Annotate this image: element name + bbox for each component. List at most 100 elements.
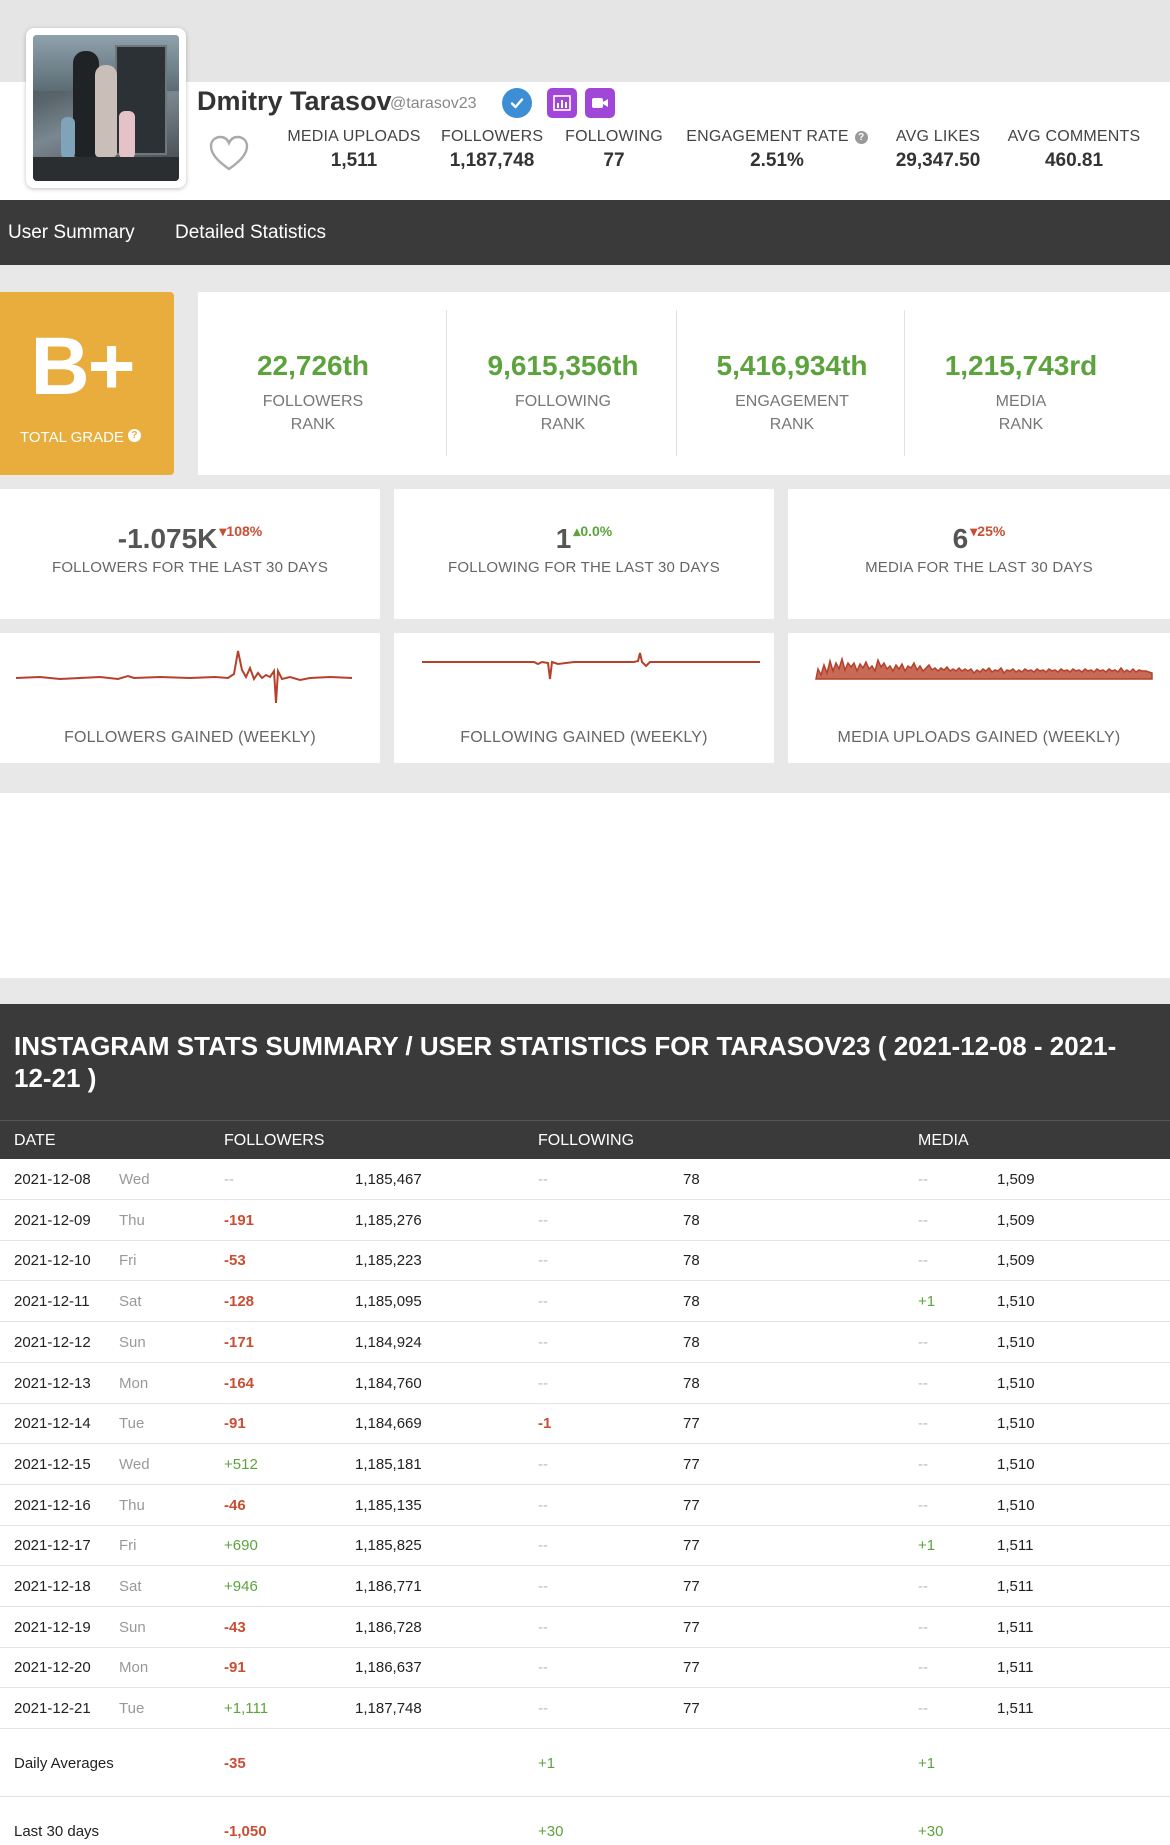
card-value: 6 xyxy=(952,523,969,554)
stat-avg-likes: AVG LIKES 29,347.50 xyxy=(888,128,988,172)
table-row: 2021-12-10 Fri -53 1,185,223 -- 78 -- 1,509 xyxy=(0,1240,1170,1282)
video-icon[interactable] xyxy=(585,88,615,118)
card-label: MEDIA FOR THE LAST 30 DAYS xyxy=(865,559,1093,576)
rank-value: 22,726th xyxy=(256,350,370,381)
media-30d-card: 6 ▾25% MEDIA FOR THE LAST 30 DAYS xyxy=(788,489,1170,619)
rank-value: 5,416,934th xyxy=(716,350,868,381)
empty-panel xyxy=(0,793,1170,978)
media-total: 1,509 xyxy=(997,1252,1035,1270)
following-total: 78 xyxy=(683,1171,700,1188)
rank-label: FOLLOWERS xyxy=(262,393,364,410)
triangle-up-icon: ▴ xyxy=(573,523,581,539)
card-value: -1.075K xyxy=(117,523,218,554)
followers-total: 1,184,760 xyxy=(355,1374,422,1392)
following-total: 78 xyxy=(683,1293,700,1311)
rank-label: ENGAGEMENT xyxy=(735,393,849,410)
row-day: Sat xyxy=(119,1293,142,1311)
table-title: INSTAGRAM STATS SUMMARY / USER STATISTIC… xyxy=(14,1031,1117,1093)
media-total: 1,511 xyxy=(997,1659,1034,1677)
row-date: 2021-12-08 xyxy=(14,1171,91,1188)
triangle-down-icon: ▾ xyxy=(970,523,978,539)
row-date: 2021-12-15 xyxy=(14,1455,91,1473)
media-change: -- xyxy=(918,1578,928,1595)
row-day: Thu xyxy=(119,1496,145,1514)
avatar[interactable] xyxy=(26,28,186,188)
followers-total: 1,186,771 xyxy=(355,1578,422,1595)
media-change: -- xyxy=(918,1171,928,1188)
following-change: -- xyxy=(538,1578,548,1595)
following-total: 77 xyxy=(683,1455,700,1473)
profile-name: Dmitry Tarasov xyxy=(197,86,392,116)
summary-row: Last 30 days -1,050 +30 +30 xyxy=(0,1797,1170,1845)
row-day: Fri xyxy=(119,1252,137,1270)
summary-following: +1 xyxy=(538,1754,556,1772)
media-total: 1,509 xyxy=(997,1211,1035,1229)
stat-value: 2.51% xyxy=(750,150,804,171)
table-row: 2021-12-21 Tue +1,111 1,187,748 -- 77 -- 1,511 xyxy=(0,1688,1170,1730)
table-row: 2021-12-15 Wed +512 1,185,181 -- 77 -- 1,510 xyxy=(0,1444,1170,1485)
followers-total: 1,185,223 xyxy=(355,1252,422,1270)
bar-chart-icon[interactable] xyxy=(547,88,577,118)
column-date: DATE xyxy=(14,1132,56,1149)
table-header: INSTAGRAM STATS SUMMARY / USER STATISTIC… xyxy=(0,1004,1170,1120)
heart-icon[interactable] xyxy=(208,134,250,174)
followers-total: 1,185,276 xyxy=(355,1211,422,1229)
card-delta: 108% xyxy=(226,523,263,539)
table-row: 2021-12-13 Mon -164 1,184,760 -- 78 -- 1,510 xyxy=(0,1363,1170,1404)
following-change: -- xyxy=(538,1293,548,1311)
row-day: Fri xyxy=(119,1537,137,1555)
media-change: -- xyxy=(918,1618,928,1636)
row-date: 2021-12-19 xyxy=(14,1618,91,1636)
stat-label: MEDIA UPLOADS xyxy=(287,128,421,145)
media-total: 1,510 xyxy=(997,1496,1035,1514)
ranks-panel: 22,726th FOLLOWERS RANK 9,615,356th FOLLO… xyxy=(198,292,1170,475)
grade-label: TOTAL GRADE xyxy=(20,429,124,446)
avatar-photo xyxy=(33,35,179,181)
sparkline-label: FOLLOWING GAINED (WEEKLY) xyxy=(460,729,708,746)
table-row: 2021-12-20 Mon -91 1,186,637 -- 77 -- 1,511 xyxy=(0,1647,1170,1689)
followers-change: -91 xyxy=(224,1659,246,1677)
row-date: 2021-12-21 xyxy=(14,1700,91,1718)
rank-followers: 22,726th FOLLOWERS RANK xyxy=(216,292,410,475)
grade-letter: B+ xyxy=(30,321,135,412)
rank-label: MEDIA xyxy=(995,393,1047,410)
followers-30d-card: -1.075K ▾108% FOLLOWERS FOR THE LAST 30 D… xyxy=(0,489,380,619)
row-date: 2021-12-11 xyxy=(14,1293,90,1311)
help-icon[interactable]: ? xyxy=(854,131,868,144)
media-change: -- xyxy=(918,1374,928,1392)
tab-user-summary[interactable]: User Summary xyxy=(8,222,135,243)
media-total: 1,509 xyxy=(997,1171,1035,1188)
table-row: 2021-12-17 Fri +690 1,185,825 -- 77 +1 1,511 xyxy=(0,1525,1170,1567)
summary-label: Daily Averages xyxy=(14,1754,114,1772)
sparkline-chart xyxy=(815,656,1153,680)
followers-change: +1,111 xyxy=(224,1700,269,1718)
followers-total: 1,187,748 xyxy=(355,1700,422,1718)
row-date: 2021-12-10 xyxy=(14,1252,91,1270)
help-icon[interactable]: ? xyxy=(127,429,141,442)
summary-followers: -1,050 xyxy=(224,1822,267,1840)
stat-value: 1,187,748 xyxy=(449,150,535,171)
row-day: Mon xyxy=(119,1659,149,1677)
following-change: -1 xyxy=(538,1415,552,1433)
table-row: 2021-12-14 Tue -91 1,184,669 -1 77 -- 1,510 xyxy=(0,1403,1170,1445)
divider xyxy=(676,310,677,456)
profile-handle: @tarasov23 xyxy=(390,95,477,112)
followers-total: 1,186,637 xyxy=(355,1659,422,1677)
row-day: Wed xyxy=(119,1171,150,1188)
followers-total: 1,185,467 xyxy=(355,1171,422,1188)
following-change: -- xyxy=(538,1537,548,1555)
followers-change: +946 xyxy=(224,1578,258,1595)
followers-change: -- xyxy=(224,1171,234,1188)
row-day: Sat xyxy=(119,1578,142,1595)
summary-media: +30 xyxy=(918,1822,944,1840)
stat-value: 77 xyxy=(603,150,625,171)
followers-total: 1,185,135 xyxy=(355,1496,422,1514)
following-change: -- xyxy=(538,1496,548,1514)
following-30d-card: 1 ▴0.0% FOLLOWING FOR THE LAST 30 DAYS xyxy=(394,489,774,619)
media-total: 1,510 xyxy=(997,1333,1035,1351)
verified-icon xyxy=(502,88,532,118)
tab-detailed-statistics[interactable]: Detailed Statistics xyxy=(175,222,327,243)
following-total: 77 xyxy=(683,1496,700,1514)
media-uploads-gained-sparkline: MEDIA UPLOADS GAINED (WEEKLY) xyxy=(788,633,1170,763)
total-grade-card: B+ TOTAL GRADE? xyxy=(0,292,174,475)
